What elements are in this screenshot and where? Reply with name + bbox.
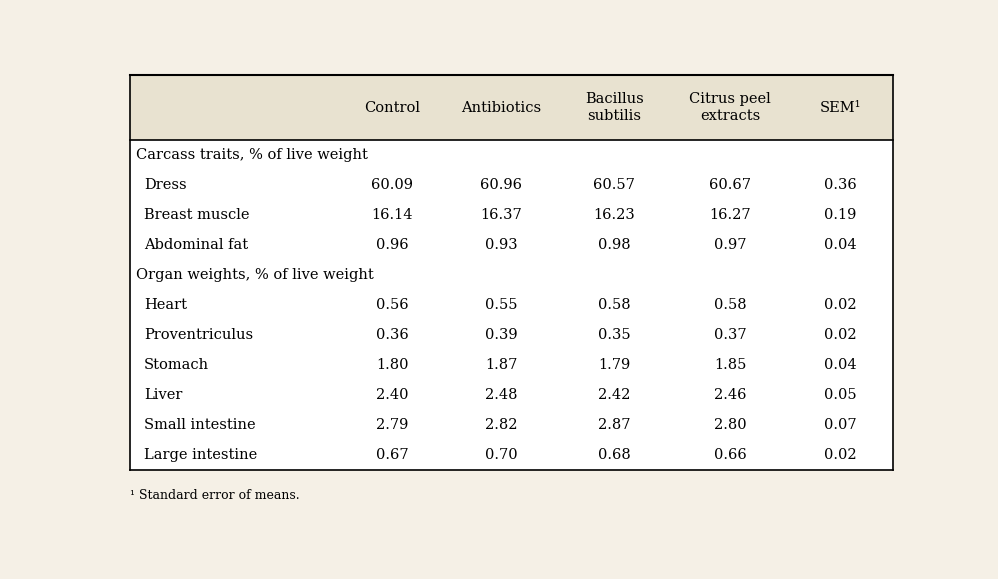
Text: 2.80: 2.80 — [714, 418, 747, 432]
Text: Small intestine: Small intestine — [144, 418, 255, 432]
Text: 16.27: 16.27 — [710, 208, 751, 222]
Text: 16.37: 16.37 — [480, 208, 522, 222]
Text: 0.67: 0.67 — [376, 448, 408, 462]
Text: 0.02: 0.02 — [823, 328, 856, 342]
Text: 0.68: 0.68 — [598, 448, 631, 462]
Text: 0.58: 0.58 — [714, 298, 747, 312]
Text: 0.58: 0.58 — [598, 298, 631, 312]
Text: 60.96: 60.96 — [480, 178, 522, 192]
Text: 0.19: 0.19 — [824, 208, 856, 222]
Text: 0.93: 0.93 — [485, 238, 518, 252]
Text: 2.79: 2.79 — [376, 418, 408, 432]
Text: 2.42: 2.42 — [598, 388, 631, 402]
Text: 0.97: 0.97 — [715, 238, 747, 252]
Text: 60.67: 60.67 — [710, 178, 751, 192]
Text: 0.98: 0.98 — [598, 238, 631, 252]
Text: 0.02: 0.02 — [823, 448, 856, 462]
Text: 1.80: 1.80 — [376, 358, 408, 372]
Text: Breast muscle: Breast muscle — [144, 208, 250, 222]
Bar — [130, 75, 893, 140]
Text: 0.55: 0.55 — [485, 298, 517, 312]
Text: 1.87: 1.87 — [485, 358, 517, 372]
Text: Large intestine: Large intestine — [144, 448, 257, 462]
Text: 16.23: 16.23 — [594, 208, 636, 222]
Text: 0.66: 0.66 — [714, 448, 747, 462]
Text: Stomach: Stomach — [144, 358, 210, 372]
Text: 2.46: 2.46 — [715, 388, 747, 402]
Text: 1.79: 1.79 — [598, 358, 631, 372]
Text: 1.85: 1.85 — [715, 358, 747, 372]
Text: 0.36: 0.36 — [376, 328, 408, 342]
Bar — [130, 140, 893, 470]
Text: 0.35: 0.35 — [598, 328, 631, 342]
Text: 2.48: 2.48 — [485, 388, 517, 402]
Text: Carcass traits, % of live weight: Carcass traits, % of live weight — [136, 148, 367, 162]
Text: Antibiotics: Antibiotics — [461, 101, 541, 115]
Text: ¹ Standard error of means.: ¹ Standard error of means. — [130, 489, 299, 502]
Text: 0.96: 0.96 — [376, 238, 408, 252]
Text: 0.02: 0.02 — [823, 298, 856, 312]
Text: 0.39: 0.39 — [485, 328, 518, 342]
Text: 0.70: 0.70 — [485, 448, 518, 462]
Text: 0.04: 0.04 — [823, 238, 856, 252]
Text: 0.36: 0.36 — [823, 178, 856, 192]
Text: 2.82: 2.82 — [485, 418, 517, 432]
Text: Heart: Heart — [144, 298, 187, 312]
Text: 0.04: 0.04 — [823, 358, 856, 372]
Text: 16.14: 16.14 — [371, 208, 413, 222]
Text: 2.87: 2.87 — [598, 418, 631, 432]
Text: SEM¹: SEM¹ — [819, 101, 861, 115]
Text: Liver: Liver — [144, 388, 183, 402]
Text: 0.05: 0.05 — [823, 388, 856, 402]
Text: Citrus peel
extracts: Citrus peel extracts — [690, 92, 771, 123]
Text: Organ weights, % of live weight: Organ weights, % of live weight — [136, 268, 373, 282]
Text: 0.07: 0.07 — [823, 418, 856, 432]
Text: Proventriculus: Proventriculus — [144, 328, 253, 342]
Text: 60.57: 60.57 — [594, 178, 636, 192]
Text: Control: Control — [364, 101, 420, 115]
Text: Dress: Dress — [144, 178, 187, 192]
Text: 0.37: 0.37 — [714, 328, 747, 342]
Text: Abdominal fat: Abdominal fat — [144, 238, 249, 252]
Text: Bacillus
subtilis: Bacillus subtilis — [585, 92, 644, 123]
Text: 2.40: 2.40 — [376, 388, 408, 402]
Text: 0.56: 0.56 — [376, 298, 408, 312]
Text: 60.09: 60.09 — [371, 178, 413, 192]
